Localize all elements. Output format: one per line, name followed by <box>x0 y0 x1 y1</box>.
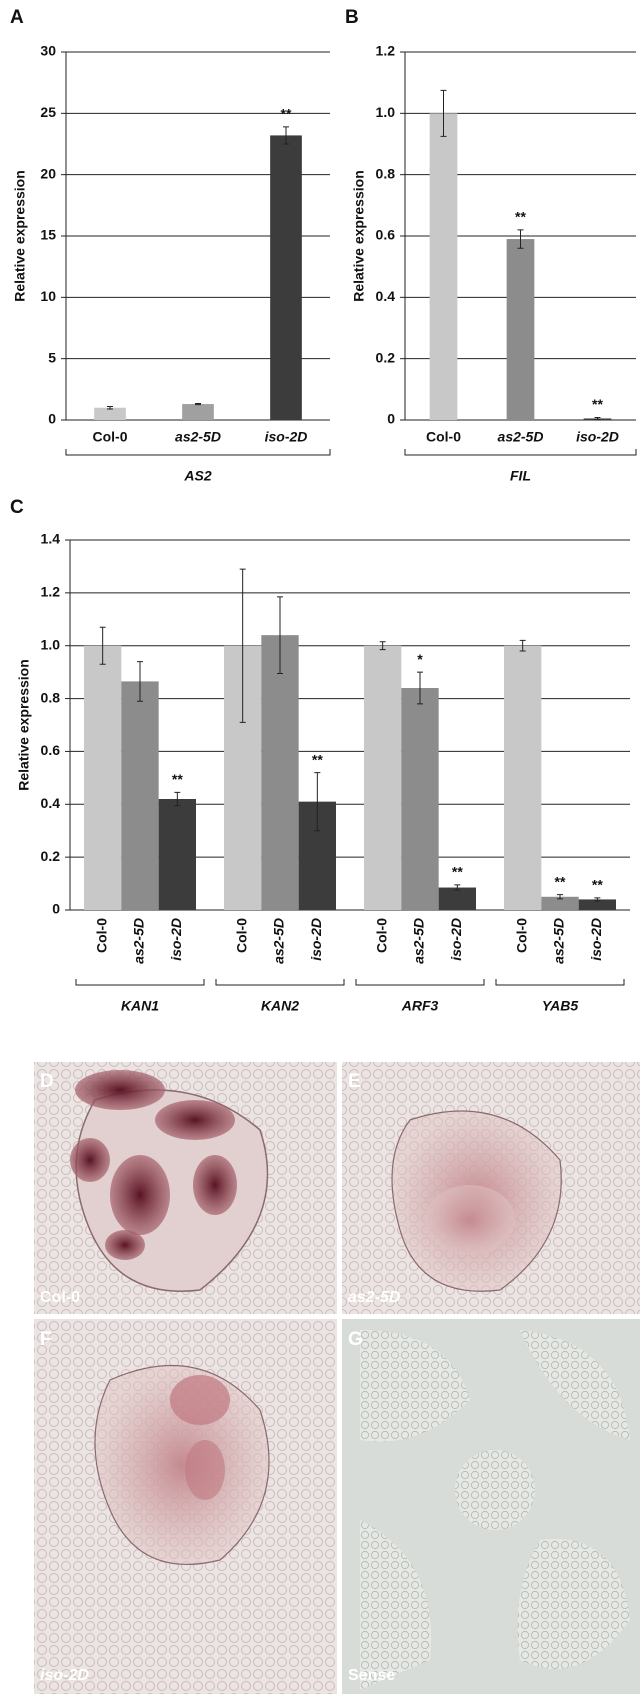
x-tick-label: Col-0 <box>373 918 389 953</box>
group-label: YAB5 <box>542 998 579 1014</box>
panel-label: A <box>10 7 24 28</box>
y-tick-label: 0.2 <box>376 349 396 365</box>
bar <box>94 408 126 420</box>
charts: A Relative expression 0 5 10 15 20 25 30 Col-0 as2… <box>10 7 636 1014</box>
y-tick-label: 0.8 <box>376 165 396 181</box>
y-tick-label: 0 <box>387 411 395 427</box>
group-label: ARF3 <box>401 998 439 1014</box>
significance: ** <box>281 106 292 122</box>
x-tick-label: as2-5D <box>551 918 567 964</box>
x-tick-label: as2-5D <box>175 429 221 445</box>
bar <box>504 646 541 910</box>
significance: ** <box>172 771 183 787</box>
micrograph-g: G Sense <box>342 1319 640 1694</box>
panel-label: C <box>10 497 24 518</box>
bar <box>270 135 302 420</box>
x-tick-label: as2-5D <box>411 918 427 964</box>
x-tick-label: Col-0 <box>93 429 128 445</box>
significance: ** <box>592 877 603 893</box>
group-label: FIL <box>510 468 531 484</box>
y-tick-label: 0.6 <box>41 742 61 758</box>
x-tick-label: iso-2D <box>168 918 184 961</box>
significance: * <box>417 651 423 667</box>
y-tick-label: 5 <box>48 349 56 365</box>
y-tick-label: 0 <box>52 901 60 917</box>
micro-panel-letter: D <box>40 1071 54 1092</box>
micro-panel-letter: E <box>348 1071 361 1092</box>
bar <box>84 646 121 910</box>
group-label: KAN1 <box>121 998 159 1014</box>
significance: ** <box>452 864 463 880</box>
x-tick-label: Col-0 <box>513 918 529 953</box>
x-tick-label: Col-0 <box>426 429 461 445</box>
y-tick-label: 0.2 <box>41 848 61 864</box>
significance: ** <box>312 751 323 767</box>
x-tick-label: Col-0 <box>93 918 109 953</box>
x-tick-label: iso-2D <box>588 918 604 961</box>
y-tick-label: 0 <box>48 411 56 427</box>
significance: ** <box>515 209 526 225</box>
y-tick-label: 15 <box>40 227 56 243</box>
bar <box>159 799 196 910</box>
group-bracket <box>76 979 204 985</box>
y-tick-label: 1.2 <box>41 584 61 600</box>
bar <box>182 404 214 420</box>
y-axis-title: Relative expression <box>16 659 32 791</box>
micrograph-d: D Col-0 <box>34 1062 337 1314</box>
bar <box>364 646 401 910</box>
micro-label: Sense <box>348 1667 395 1684</box>
group-label: KAN2 <box>261 998 299 1014</box>
y-tick-label: 0.8 <box>41 689 61 705</box>
y-tick-label: 0.4 <box>376 288 396 304</box>
x-tick-label: as2-5D <box>498 429 544 445</box>
x-tick-label: iso-2D <box>308 918 324 961</box>
y-tick-label: 0.6 <box>376 227 396 243</box>
micrograph-e: E as2-5D <box>342 1062 640 1314</box>
x-tick-label: iso-2D <box>576 429 619 445</box>
bar <box>261 635 298 910</box>
bar <box>401 688 438 910</box>
y-tick-label: 1.4 <box>41 531 61 547</box>
x-tick-label: as2-5D <box>271 918 287 964</box>
group-bracket <box>66 449 330 455</box>
x-tick-label: Col-0 <box>233 918 249 953</box>
y-tick-label: 20 <box>40 165 56 181</box>
group-label: AS2 <box>183 468 211 484</box>
y-tick-label: 1.0 <box>376 104 396 120</box>
y-tick-label: 0.4 <box>41 795 61 811</box>
bar <box>430 113 458 420</box>
y-axis-title: Relative expression <box>12 170 28 302</box>
micro-panel-letter: G <box>348 1329 363 1350</box>
group-bracket <box>216 979 344 985</box>
y-tick-label: 30 <box>40 43 56 59</box>
y-tick-label: 1.0 <box>41 636 61 652</box>
group-bracket <box>496 979 624 985</box>
micrograph-f: F iso-2D <box>34 1319 337 1694</box>
group-bracket <box>356 979 484 985</box>
y-tick-label: 25 <box>40 104 56 120</box>
figure: A Relative expression 0 5 10 15 20 25 30 Col-0 as2… <box>0 0 643 1694</box>
panel-label: B <box>345 7 359 28</box>
significance: ** <box>555 873 566 889</box>
micro-label: as2-5D <box>348 1289 401 1306</box>
y-axis-title: Relative expression <box>351 170 367 302</box>
significance: ** <box>592 396 603 412</box>
y-tick-label: 10 <box>40 288 56 304</box>
micro-label: Col-0 <box>40 1289 80 1306</box>
x-tick-label: iso-2D <box>448 918 464 961</box>
bar <box>507 239 535 420</box>
group-bracket <box>405 449 636 455</box>
bar <box>439 888 476 910</box>
micro-label: iso-2D <box>40 1667 89 1684</box>
y-tick-label: 1.2 <box>376 43 396 59</box>
x-tick-label: as2-5D <box>131 918 147 964</box>
x-tick-label: iso-2D <box>265 429 308 445</box>
bar <box>121 681 158 910</box>
micro-panel-letter: F <box>40 1329 52 1350</box>
